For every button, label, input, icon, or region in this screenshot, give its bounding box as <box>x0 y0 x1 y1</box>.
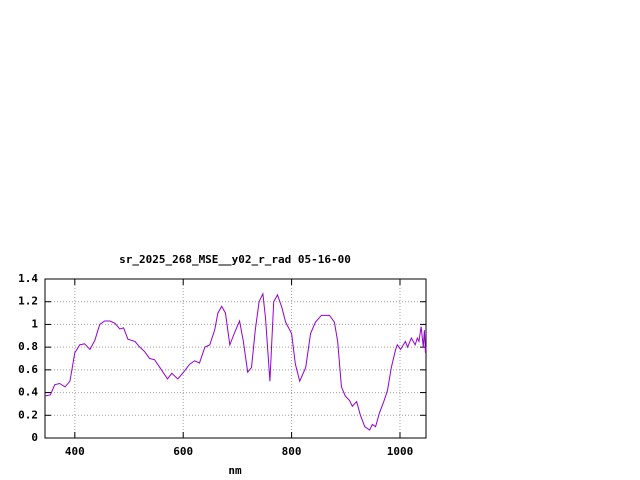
x-tick-label: 800 <box>282 445 302 458</box>
y-tick-label: 0 <box>31 431 38 444</box>
y-tick-label: 1.2 <box>18 295 38 308</box>
y-tick-label: 0.8 <box>18 340 38 353</box>
x-tick-label: 600 <box>173 445 193 458</box>
chart-title: sr_2025_268_MSE__y02_r_rad 05-16-00 <box>119 253 351 266</box>
x-axis-label: nm <box>228 464 242 477</box>
x-tick-label: 1000 <box>387 445 414 458</box>
y-tick-label: 0.6 <box>18 363 38 376</box>
x-tick-label: 400 <box>65 445 85 458</box>
y-tick-label: 1.4 <box>18 272 38 285</box>
plot-frame <box>44 278 427 439</box>
y-tick-label: 0.4 <box>18 386 38 399</box>
y-tick-label: 1 <box>31 317 38 330</box>
y-tick-label: 0.2 <box>18 408 38 421</box>
data-line <box>44 291 427 431</box>
